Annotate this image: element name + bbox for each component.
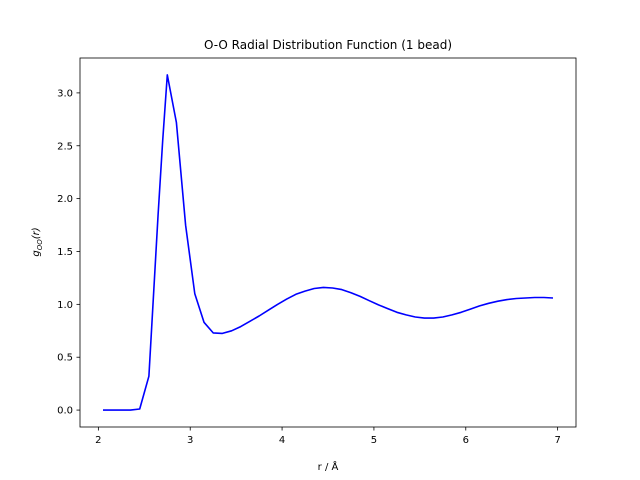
y-axis-label-subscript: OO: [36, 239, 44, 251]
y-tick-label: 0.5: [57, 353, 73, 364]
y-axis-label-main: g: [31, 250, 42, 256]
axes-frame: [79, 57, 577, 428]
y-tick-label: 2.0: [57, 194, 73, 205]
y-tick-label: 0.0: [57, 406, 73, 417]
x-tick-label: 6: [463, 435, 469, 446]
y-axis-label: gOO(r): [31, 227, 44, 256]
y-tick-label: 2.5: [57, 141, 73, 152]
y-tick-label: 1.5: [57, 247, 73, 258]
series-line-g-oo: [103, 74, 554, 411]
x-tick-label: 5: [371, 435, 377, 446]
y-axis-label-argument: (r): [31, 227, 42, 239]
y-tick-label: 1.0: [57, 300, 73, 311]
chart-title: O-O Radial Distribution Function (1 bead…: [204, 38, 452, 52]
x-tick-label: 2: [95, 435, 101, 446]
y-axis: 0.0 0.5 1.0 1.5 2.0 2.5 3.0: [57, 88, 80, 417]
x-tick-label: 4: [279, 435, 285, 446]
x-axis: 2 3 4 5 6 7: [95, 427, 561, 446]
x-tick-label: 3: [187, 435, 193, 446]
x-axis-label: r / Å: [318, 460, 339, 473]
plot-area: [79, 57, 577, 428]
y-tick-label: 3.0: [57, 88, 73, 99]
x-tick-label: 7: [554, 435, 560, 446]
